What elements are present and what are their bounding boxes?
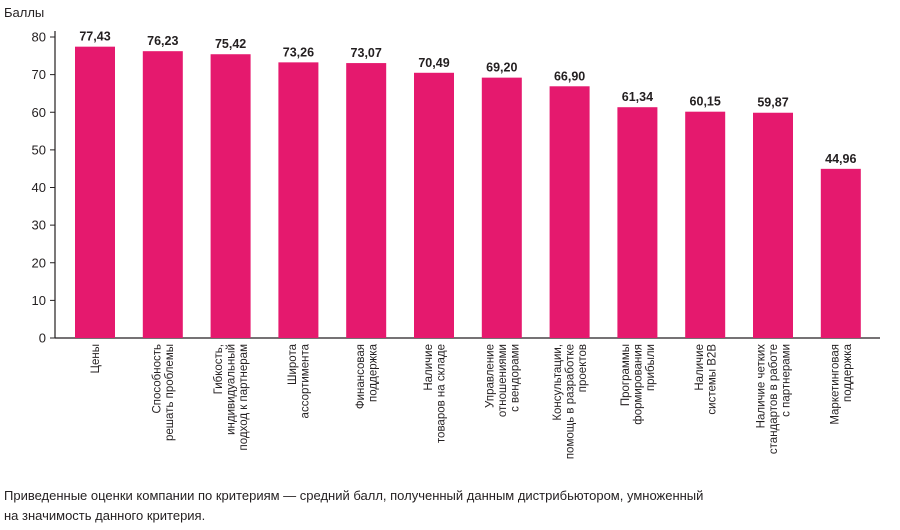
x-tick-label-line: прибыли	[645, 344, 657, 391]
x-tick-label-line: поддержка	[842, 343, 854, 402]
x-tick-label: Консультации, помощь в разработке проектов	[552, 344, 589, 459]
x-tick-label-line: Цены	[90, 344, 102, 374]
value-labels: 77,43 76,23 75,42 73,26 73,07 70,49 69,20 66,90…	[79, 30, 856, 166]
x-tick-label-line: Консультации,	[552, 344, 564, 421]
value-label: 77,43	[79, 30, 110, 44]
bar	[75, 46, 115, 339]
bars	[75, 46, 861, 339]
bar	[753, 112, 793, 338]
x-tick-label-line: Финансовая	[355, 344, 367, 409]
x-tick-label-line: с вендорами	[509, 344, 521, 412]
x-tick-label-line: Программы	[620, 344, 632, 406]
x-tick-label: Гибкость, индивидуальный подход к партнера…	[213, 344, 250, 451]
bar	[142, 51, 183, 338]
value-label: 69,20	[486, 61, 517, 75]
x-tick-label-line: отношениями	[497, 344, 509, 417]
bar	[549, 86, 590, 338]
y-axis-label: Баллы	[4, 5, 44, 20]
y-tick-label: 0	[39, 331, 46, 346]
x-tick-label-line: Широта	[287, 343, 299, 385]
bar	[278, 62, 319, 338]
x-tick-label: Управление отношениями с вендорами	[484, 344, 521, 417]
x-tick-label-line: товаров на складе	[435, 344, 447, 443]
bar	[685, 111, 726, 338]
x-tick-label: Широта ассортимента	[287, 343, 312, 418]
y-tick-label: 50	[32, 142, 46, 157]
x-tick-label-line: подход к партнерам	[238, 344, 250, 451]
x-tick-label-line: индивидуальный	[226, 344, 238, 435]
bar	[820, 168, 861, 338]
x-tick-label-line: поддержка	[367, 343, 379, 402]
y-tick-label: 80	[32, 30, 46, 45]
x-tick-label-line: Наличие	[423, 344, 435, 391]
y-tick-label: 40	[32, 180, 46, 195]
x-tick-label-line: формирования	[632, 344, 644, 425]
x-tick-label-line: проектов	[577, 344, 589, 392]
x-axis-labels: Цены Способность решать проблемы Гибкость, и…	[90, 343, 854, 459]
value-label: 66,90	[554, 69, 585, 83]
x-tick-label-line: Маркетинговая	[830, 344, 842, 425]
x-tick-label: Финансовая поддержка	[355, 343, 380, 409]
y-tick-label: 30	[32, 218, 46, 233]
bar	[346, 63, 387, 338]
y-tick-label: 60	[32, 105, 46, 120]
value-label: 61,34	[622, 90, 653, 104]
x-tick-label-line: помощь в разработке	[565, 344, 577, 459]
bar	[210, 54, 251, 339]
x-tick-label: Наличие системы B2B	[694, 344, 719, 415]
x-tick-label-line: Наличие четких	[756, 344, 768, 429]
x-tick-label-line: Гибкость,	[213, 344, 225, 394]
y-tick-label: 10	[32, 293, 46, 308]
caption-line-1: Приведенные оценки компании по критериям…	[4, 488, 704, 503]
value-label: 73,26	[283, 45, 314, 59]
y-axis: 0 10 20 30 40 50 60 70 80	[32, 30, 880, 346]
value-label: 59,87	[757, 96, 788, 110]
x-tick-label: Цены	[90, 344, 102, 374]
value-label: 70,49	[418, 56, 449, 70]
x-tick-label-line: Управление	[484, 344, 496, 408]
value-label: 75,42	[215, 37, 246, 51]
x-tick-label: Наличие четких стандартов в работе с партн…	[756, 344, 793, 454]
value-label: 44,96	[825, 152, 856, 166]
bar	[414, 72, 454, 338]
x-tick-label: Наличие товаров на складе	[423, 344, 448, 443]
caption-line-2: на значимость данного критерия.	[4, 508, 206, 523]
x-tick-label: Способность решать проблемы	[152, 344, 177, 441]
x-tick-label-line: с партнерами	[781, 344, 793, 417]
bar	[481, 77, 522, 338]
value-label: 60,15	[690, 95, 721, 109]
bar	[617, 107, 658, 338]
y-tick-label: 70	[32, 67, 46, 82]
x-tick-label-line: стандартов в работе	[768, 344, 780, 454]
chart-caption: Приведенные оценки компании по критериям…	[4, 486, 884, 526]
value-label: 76,23	[147, 34, 178, 48]
x-tick-label-line: Наличие	[694, 344, 706, 391]
x-tick-label: Программы формирования прибыли	[620, 344, 657, 425]
x-tick-label-line: решать проблемы	[164, 344, 176, 441]
x-tick-label-line: системы B2B	[706, 344, 718, 415]
x-tick-label-line: Способность	[152, 344, 164, 414]
x-tick-label: Маркетинговая поддержка	[830, 343, 855, 424]
x-tick-label-line: ассортимента	[300, 343, 312, 418]
value-label: 73,07	[351, 46, 382, 60]
y-tick-label: 20	[32, 255, 46, 270]
